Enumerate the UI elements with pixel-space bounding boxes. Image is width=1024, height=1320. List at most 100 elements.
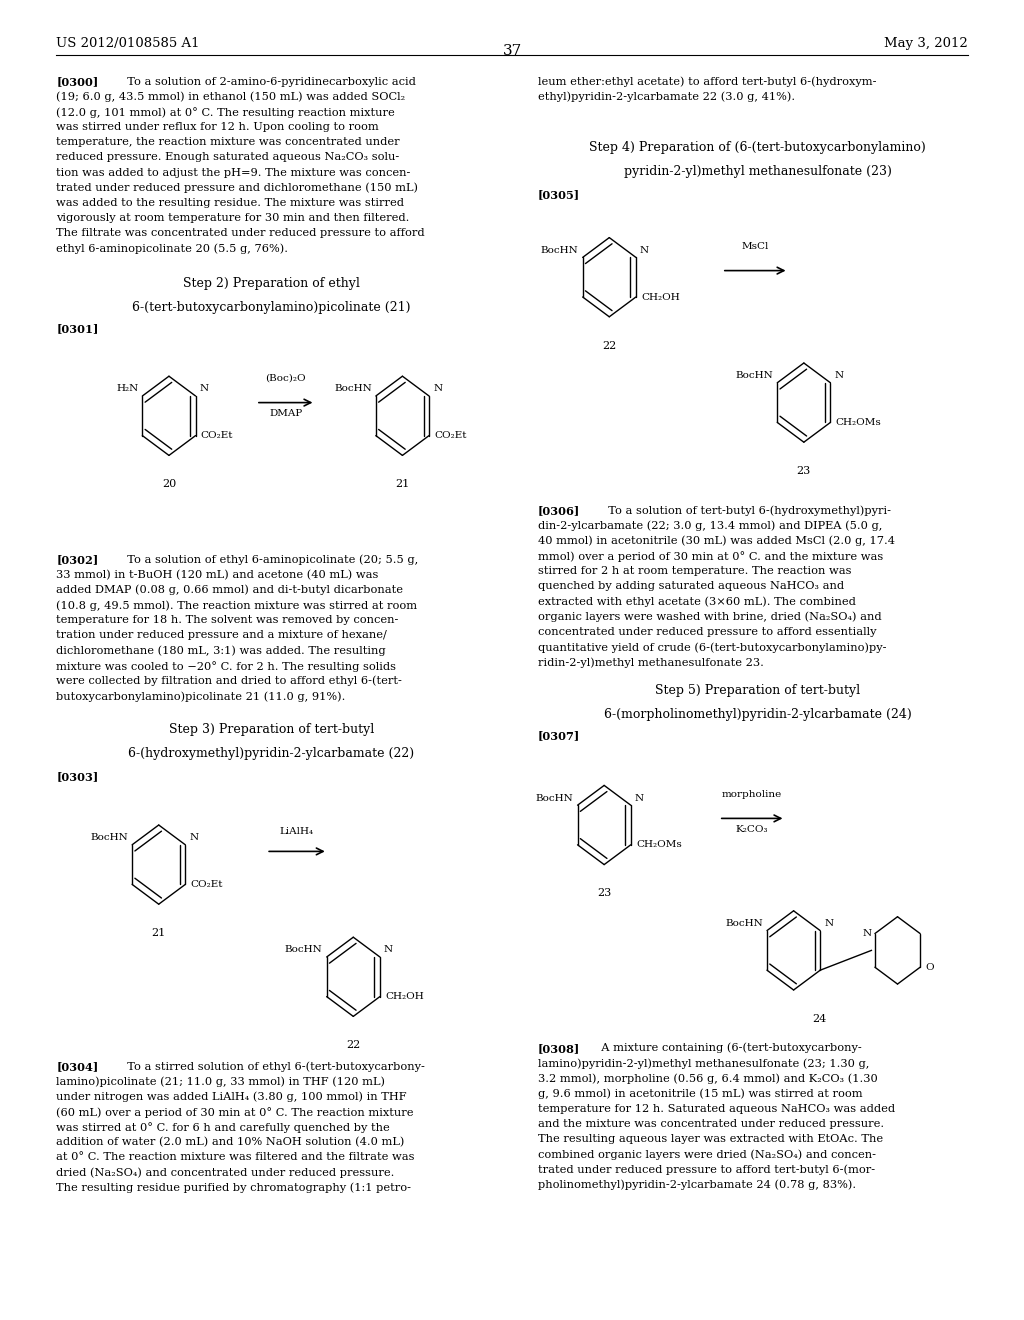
Text: pyridin-2-yl)methyl methanesulfonate (23): pyridin-2-yl)methyl methanesulfonate (23… bbox=[624, 165, 892, 178]
Text: vigorously at room temperature for 30 min and then filtered.: vigorously at room temperature for 30 mi… bbox=[56, 214, 410, 223]
Text: temperature for 12 h. Saturated aqueous NaHCO₃ was added: temperature for 12 h. Saturated aqueous … bbox=[538, 1104, 895, 1114]
Text: 37: 37 bbox=[503, 44, 521, 58]
Text: dichloromethane (180 mL, 3:1) was added. The resulting: dichloromethane (180 mL, 3:1) was added.… bbox=[56, 645, 386, 656]
Text: organic layers were washed with brine, dried (Na₂SO₄) and: organic layers were washed with brine, d… bbox=[538, 612, 882, 623]
Text: concentrated under reduced pressure to afford essentially: concentrated under reduced pressure to a… bbox=[538, 627, 877, 638]
Text: 22: 22 bbox=[602, 341, 616, 351]
Text: 40 mmol) in acetonitrile (30 mL) was added MsCl (2.0 g, 17.4: 40 mmol) in acetonitrile (30 mL) was add… bbox=[538, 536, 895, 546]
Text: [0305]: [0305] bbox=[538, 189, 580, 199]
Text: N: N bbox=[635, 793, 644, 803]
Text: 22: 22 bbox=[346, 1040, 360, 1051]
Text: BocHN: BocHN bbox=[90, 833, 128, 842]
Text: 6-(tert-butoxycarbonylamino)picolinate (21): 6-(tert-butoxycarbonylamino)picolinate (… bbox=[132, 301, 411, 314]
Text: CO₂Et: CO₂Et bbox=[434, 432, 467, 440]
Text: The filtrate was concentrated under reduced pressure to afford: The filtrate was concentrated under redu… bbox=[56, 228, 425, 239]
Text: at 0° C. The reaction mixture was filtered and the filtrate was: at 0° C. The reaction mixture was filter… bbox=[56, 1152, 415, 1163]
Text: tion was added to adjust the pH=9. The mixture was concen-: tion was added to adjust the pH=9. The m… bbox=[56, 168, 411, 178]
Text: combined organic layers were dried (Na₂SO₄) and concen-: combined organic layers were dried (Na₂S… bbox=[538, 1148, 876, 1160]
Text: pholinomethyl)pyridin-2-ylcarbamate 24 (0.78 g, 83%).: pholinomethyl)pyridin-2-ylcarbamate 24 (… bbox=[538, 1180, 856, 1191]
Text: Step 5) Preparation of tert-butyl: Step 5) Preparation of tert-butyl bbox=[655, 684, 860, 697]
Text: 23: 23 bbox=[597, 888, 611, 899]
Text: [0307]: [0307] bbox=[538, 730, 580, 741]
Text: [0300]: [0300] bbox=[56, 77, 98, 87]
Text: 23: 23 bbox=[797, 466, 811, 477]
Text: N: N bbox=[862, 929, 871, 939]
Text: 33 mmol) in t-BuOH (120 mL) and acetone (40 mL) was: 33 mmol) in t-BuOH (120 mL) and acetone … bbox=[56, 570, 379, 579]
Text: [0303]: [0303] bbox=[56, 771, 98, 781]
Text: N: N bbox=[189, 833, 199, 842]
Text: The resulting aqueous layer was extracted with EtOAc. The: The resulting aqueous layer was extracte… bbox=[538, 1134, 883, 1144]
Text: temperature for 18 h. The solvent was removed by concen-: temperature for 18 h. The solvent was re… bbox=[56, 615, 398, 626]
Text: CH₂OH: CH₂OH bbox=[385, 993, 424, 1001]
Text: was stirred at 0° C. for 6 h and carefully quenched by the: was stirred at 0° C. for 6 h and careful… bbox=[56, 1122, 390, 1133]
Text: [0302]: [0302] bbox=[56, 554, 98, 565]
Text: LiAlH₄: LiAlH₄ bbox=[280, 826, 314, 836]
Text: BocHN: BocHN bbox=[334, 384, 372, 393]
Text: tration under reduced pressure and a mixture of hexane/: tration under reduced pressure and a mix… bbox=[56, 631, 387, 640]
Text: ridin-2-yl)methyl methanesulfonate 23.: ridin-2-yl)methyl methanesulfonate 23. bbox=[538, 657, 764, 668]
Text: 6-(morpholinomethyl)pyridin-2-ylcarbamate (24): 6-(morpholinomethyl)pyridin-2-ylcarbamat… bbox=[604, 708, 911, 721]
Text: 21: 21 bbox=[395, 479, 410, 490]
Text: N: N bbox=[824, 919, 834, 928]
Text: [0304]: [0304] bbox=[56, 1061, 98, 1072]
Text: reduced pressure. Enough saturated aqueous Na₂CO₃ solu-: reduced pressure. Enough saturated aqueo… bbox=[56, 153, 399, 162]
Text: 21: 21 bbox=[152, 928, 166, 939]
Text: ethyl)pyridin-2-ylcarbamate 22 (3.0 g, 41%).: ethyl)pyridin-2-ylcarbamate 22 (3.0 g, 4… bbox=[538, 92, 795, 103]
Text: Step 4) Preparation of (6-(tert-butoxycarbonylamino): Step 4) Preparation of (6-(tert-butoxyca… bbox=[590, 141, 926, 154]
Text: extracted with ethyl acetate (3×60 mL). The combined: extracted with ethyl acetate (3×60 mL). … bbox=[538, 597, 855, 607]
Text: mmol) over a period of 30 min at 0° C. and the mixture was: mmol) over a period of 30 min at 0° C. a… bbox=[538, 552, 883, 562]
Text: temperature, the reaction mixture was concentrated under: temperature, the reaction mixture was co… bbox=[56, 137, 400, 148]
Text: BocHN: BocHN bbox=[285, 945, 323, 954]
Text: MsCl: MsCl bbox=[741, 242, 769, 251]
Text: H₂N: H₂N bbox=[116, 384, 138, 393]
Text: [0306]: [0306] bbox=[538, 506, 580, 516]
Text: O: O bbox=[926, 962, 934, 972]
Text: May 3, 2012: May 3, 2012 bbox=[884, 37, 968, 50]
Text: leum ether:ethyl acetate) to afford tert-butyl 6-(hydroxym-: leum ether:ethyl acetate) to afford tert… bbox=[538, 77, 877, 87]
Text: 24: 24 bbox=[812, 1014, 826, 1024]
Text: lamino)picolinate (21; 11.0 g, 33 mmol) in THF (120 mL): lamino)picolinate (21; 11.0 g, 33 mmol) … bbox=[56, 1077, 385, 1088]
Text: quenched by adding saturated aqueous NaHCO₃ and: quenched by adding saturated aqueous NaH… bbox=[538, 581, 844, 591]
Text: BocHN: BocHN bbox=[735, 371, 773, 380]
Text: din-2-ylcarbamate (22; 3.0 g, 13.4 mmol) and DIPEA (5.0 g,: din-2-ylcarbamate (22; 3.0 g, 13.4 mmol)… bbox=[538, 520, 882, 532]
Text: K₂CO₃: K₂CO₃ bbox=[736, 825, 768, 834]
Text: To a solution of tert-butyl 6-(hydroxymethyl)pyri-: To a solution of tert-butyl 6-(hydroxyme… bbox=[601, 506, 891, 516]
Text: CH₂OH: CH₂OH bbox=[641, 293, 680, 301]
Text: N: N bbox=[384, 945, 393, 954]
Text: mixture was cooled to −20° C. for 2 h. The resulting solids: mixture was cooled to −20° C. for 2 h. T… bbox=[56, 661, 396, 672]
Text: (12.0 g, 101 mmol) at 0° C. The resulting reaction mixture: (12.0 g, 101 mmol) at 0° C. The resultin… bbox=[56, 107, 395, 117]
Text: BocHN: BocHN bbox=[541, 246, 579, 255]
Text: was added to the resulting residue. The mixture was stirred: was added to the resulting residue. The … bbox=[56, 198, 404, 209]
Text: [0308]: [0308] bbox=[538, 1043, 580, 1053]
Text: was stirred under reflux for 12 h. Upon cooling to room: was stirred under reflux for 12 h. Upon … bbox=[56, 123, 379, 132]
Text: CO₂Et: CO₂Et bbox=[190, 880, 223, 888]
Text: and the mixture was concentrated under reduced pressure.: and the mixture was concentrated under r… bbox=[538, 1119, 884, 1129]
Text: 6-(hydroxymethyl)pyridin-2-ylcarbamate (22): 6-(hydroxymethyl)pyridin-2-ylcarbamate (… bbox=[128, 747, 415, 760]
Text: To a solution of ethyl 6-aminopicolinate (20; 5.5 g,: To a solution of ethyl 6-aminopicolinate… bbox=[120, 554, 418, 565]
Text: butoxycarbonylamino)picolinate 21 (11.0 g, 91%).: butoxycarbonylamino)picolinate 21 (11.0 … bbox=[56, 692, 346, 702]
Text: US 2012/0108585 A1: US 2012/0108585 A1 bbox=[56, 37, 200, 50]
Text: trated under reduced pressure and dichloromethane (150 mL): trated under reduced pressure and dichlo… bbox=[56, 183, 419, 194]
Text: quantitative yield of crude (6-(tert-butoxycarbonylamino)py-: quantitative yield of crude (6-(tert-but… bbox=[538, 643, 886, 653]
Text: [0301]: [0301] bbox=[56, 323, 98, 334]
Text: N: N bbox=[835, 371, 844, 380]
Text: (Boc)₂O: (Boc)₂O bbox=[265, 374, 306, 383]
Text: N: N bbox=[200, 384, 209, 393]
Text: N: N bbox=[433, 384, 442, 393]
Text: lamino)pyridin-2-yl)methyl methanesulfonate (23; 1.30 g,: lamino)pyridin-2-yl)methyl methanesulfon… bbox=[538, 1059, 869, 1069]
Text: morpholine: morpholine bbox=[722, 789, 782, 799]
Text: 3.2 mmol), morpholine (0.56 g, 6.4 mmol) and K₂CO₃ (1.30: 3.2 mmol), morpholine (0.56 g, 6.4 mmol)… bbox=[538, 1073, 878, 1084]
Text: dried (Na₂SO₄) and concentrated under reduced pressure.: dried (Na₂SO₄) and concentrated under re… bbox=[56, 1167, 394, 1179]
Text: were collected by filtration and dried to afford ethyl 6-(tert-: were collected by filtration and dried t… bbox=[56, 676, 402, 686]
Text: under nitrogen was added LiAlH₄ (3.80 g, 100 mmol) in THF: under nitrogen was added LiAlH₄ (3.80 g,… bbox=[56, 1092, 407, 1102]
Text: ethyl 6-aminopicolinate 20 (5.5 g, 76%).: ethyl 6-aminopicolinate 20 (5.5 g, 76%). bbox=[56, 244, 289, 255]
Text: 20: 20 bbox=[162, 479, 176, 490]
Text: N: N bbox=[640, 246, 649, 255]
Text: (60 mL) over a period of 30 min at 0° C. The reaction mixture: (60 mL) over a period of 30 min at 0° C.… bbox=[56, 1106, 414, 1118]
Text: (19; 6.0 g, 43.5 mmol) in ethanol (150 mL) was added SOCl₂: (19; 6.0 g, 43.5 mmol) in ethanol (150 m… bbox=[56, 92, 406, 103]
Text: addition of water (2.0 mL) and 10% NaOH solution (4.0 mL): addition of water (2.0 mL) and 10% NaOH … bbox=[56, 1137, 404, 1147]
Text: CH₂OMs: CH₂OMs bbox=[636, 841, 682, 849]
Text: (10.8 g, 49.5 mmol). The reaction mixture was stirred at room: (10.8 g, 49.5 mmol). The reaction mixtur… bbox=[56, 599, 418, 611]
Text: Step 3) Preparation of tert-butyl: Step 3) Preparation of tert-butyl bbox=[169, 723, 374, 737]
Text: BocHN: BocHN bbox=[725, 919, 763, 928]
